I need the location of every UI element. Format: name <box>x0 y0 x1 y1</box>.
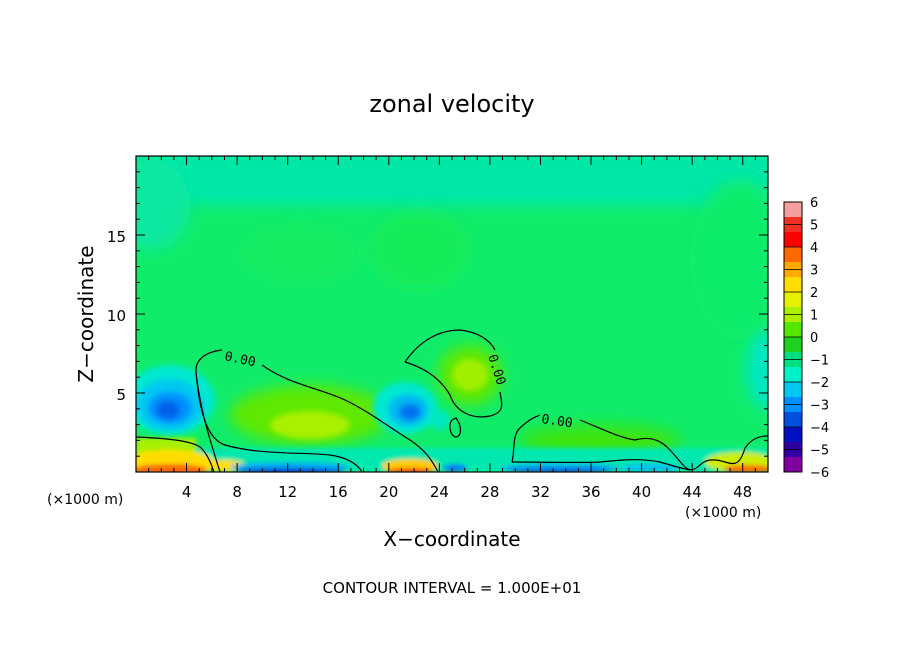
colorbar-swatch <box>784 367 802 383</box>
colorbar-swatch <box>784 427 802 443</box>
colorbar-swatch <box>784 412 802 428</box>
x-tick-label: 8 <box>232 483 242 501</box>
colorbar-tick-label: −2 <box>810 376 829 391</box>
colorbar-tick-label: −5 <box>810 444 829 459</box>
x-tick-label: 28 <box>480 483 499 501</box>
colorbar-tick-label: 2 <box>810 286 818 301</box>
left-negative-cell <box>136 365 215 435</box>
contour-east-lower <box>511 459 691 471</box>
x-unit-right: (×1000 m) <box>685 505 761 521</box>
colorbar-tick-label: 4 <box>810 241 818 256</box>
colorbar-swatch <box>784 232 802 248</box>
contour-left-lower <box>136 436 215 472</box>
x-tick-label: 32 <box>531 483 550 501</box>
colorbar-swatch <box>784 202 802 218</box>
contour-interval-note: CONTOUR INTERVAL = 1.000E+01 <box>323 579 582 597</box>
x-tick-label: 16 <box>329 483 348 501</box>
colorbar-tick-label: 0 <box>810 331 818 346</box>
x-tick-label: 20 <box>379 483 398 501</box>
x-axis-label: X−coordinate <box>383 527 520 551</box>
x-tick-label: 24 <box>430 483 449 501</box>
x-tick-label: 40 <box>632 483 651 501</box>
colorbar-tick-labels: 6 5 4 3 2 1 0 −1 −2 −3 −4 −5 −6 <box>784 196 829 481</box>
contour-small-loop <box>449 417 462 438</box>
y-tick-label: 5 <box>116 386 126 404</box>
x-tick-label: 44 <box>683 483 702 501</box>
axis-ticks <box>136 156 768 472</box>
colorbar-swatch <box>784 382 802 398</box>
colorbar-tick-label: 5 <box>810 219 818 234</box>
x-tick-label: 4 <box>182 483 192 501</box>
contour-west-inner <box>195 371 363 472</box>
y-tick-label: 15 <box>107 228 126 246</box>
right-negative-cell <box>746 330 768 410</box>
colorbar-swatch <box>784 457 802 473</box>
y-axis-label: Z−coordinate <box>74 245 98 382</box>
colorbar-tick-label: 6 <box>810 196 818 211</box>
x-unit-left: (×1000 m) <box>47 492 123 508</box>
contour-label: 0.00 <box>540 412 573 431</box>
colorbar-swatch <box>784 247 802 263</box>
colorbar-tick-label: −3 <box>810 399 829 414</box>
colorbar-tick-label: −1 <box>810 354 829 369</box>
y-axis-tick-labels: 5 10 15 <box>107 228 126 404</box>
colorbar-swatch <box>784 277 802 293</box>
colorbar-tick-label: 3 <box>810 264 818 279</box>
contour-middle <box>404 329 503 418</box>
x-tick-label: 12 <box>278 483 297 501</box>
colorbar-tick-label: −6 <box>810 466 829 481</box>
y-tick-label: 10 <box>107 307 126 325</box>
zero-contours <box>136 329 768 472</box>
x-tick-label: 48 <box>733 483 752 501</box>
plot-area: 0.00 0.00 0.00 4 8 12 16 20 24 28 32 36 … <box>47 155 769 551</box>
colorbar-swatch <box>784 337 802 353</box>
colorbar-tick-label: 1 <box>810 309 818 324</box>
colorbar-swatch <box>784 322 802 338</box>
middle-negative-cell <box>373 382 450 434</box>
colorbar-tick-label: −4 <box>810 421 829 436</box>
upper-cyan-band <box>136 156 768 205</box>
contour-label: 0.00 <box>223 349 257 370</box>
colorbar: 6 5 4 3 2 1 0 −1 −2 −3 −4 −5 −6 <box>783 196 829 481</box>
chart-title: zonal velocity <box>369 90 534 118</box>
heatmap-field: 0.00 0.00 0.00 <box>136 156 768 472</box>
x-axis-tick-labels: 4 8 12 16 20 24 28 32 36 40 44 48 <box>182 483 752 501</box>
colorbar-swatch <box>784 292 802 308</box>
x-tick-label: 36 <box>581 483 600 501</box>
